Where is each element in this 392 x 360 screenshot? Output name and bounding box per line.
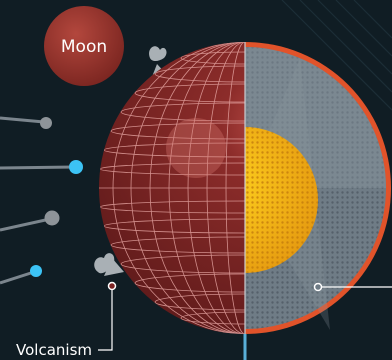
volcano-bottom <box>94 253 124 276</box>
impactor-rock-1 <box>40 117 52 129</box>
impactor-cyan-1 <box>69 160 83 174</box>
background-streaks <box>281 0 392 111</box>
moon-label: Moon <box>61 37 107 57</box>
moon-body <box>44 6 124 86</box>
planet-cross-section <box>245 42 391 334</box>
impactor-streaks <box>0 116 83 285</box>
impactor-rock-2 <box>44 210 60 226</box>
volcanism-pointer <box>98 281 117 351</box>
impactor-cyan-2 <box>30 265 42 277</box>
mantle-pointer <box>313 282 392 292</box>
volcanism-label: Volcanism <box>16 341 92 359</box>
